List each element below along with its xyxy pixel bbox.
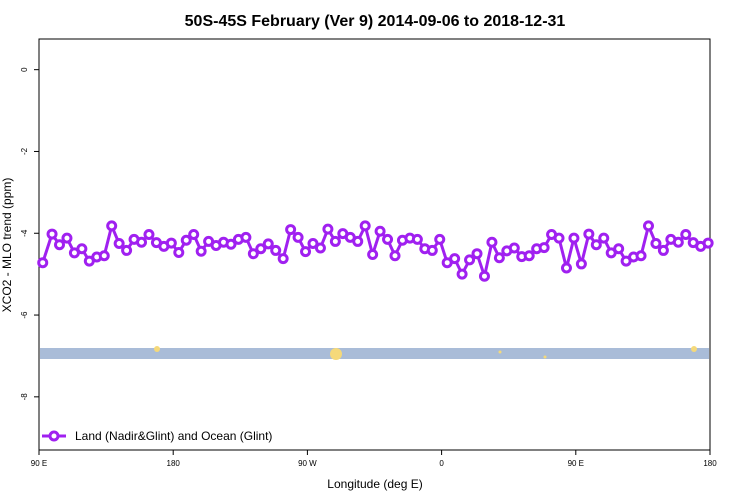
data-point [314,242,326,254]
data-point [635,250,647,262]
data-point [37,257,49,269]
data-point [106,220,118,232]
data-point [76,243,88,255]
data-point [411,233,423,245]
data-point [553,232,565,244]
data-point [143,228,155,240]
data-point [121,244,133,256]
data-point [98,250,110,262]
data-point [672,236,684,248]
observation-band [40,346,709,360]
data-point [382,233,394,245]
data-point [322,223,334,235]
data-point [359,220,371,232]
x-tick-label: 0 [439,459,444,468]
data-point [523,250,535,262]
data-point [374,225,386,237]
coverage-band [40,348,709,359]
legend: Land (Nadir&Glint) and Ocean (Glint) [42,429,272,443]
data-point [277,253,289,265]
data-point [285,224,297,236]
data-point [538,242,550,254]
data-point [389,250,401,262]
x-tick-label: 180 [703,459,717,468]
data-point [590,239,602,251]
data-point [270,244,282,256]
data-series [37,220,714,282]
y-axis: 0 -2 -4 -6 -8 [20,67,39,401]
data-point [471,248,483,260]
data-point [329,235,341,247]
data-point [113,237,125,249]
data-point [61,232,73,244]
data-point [642,220,654,232]
data-point [575,258,587,270]
legend-marker [48,430,60,442]
data-point [136,236,148,248]
data-point [426,244,438,256]
data-point [508,242,520,254]
data-point [702,237,714,249]
sounding-marker [543,355,547,359]
data-point [292,231,304,243]
y-tick-label: 0 [20,67,29,72]
data-point [240,231,252,243]
x-tick-label: 90 W [298,459,317,468]
sounding-marker [691,346,697,352]
data-point [560,262,572,274]
data-point [188,228,200,240]
data-point [464,254,476,266]
chart-title: 50S-45S February (Ver 9) 2014-09-06 to 2… [185,13,566,30]
data-point [54,239,66,251]
data-point [307,237,319,249]
y-tick-label: -2 [20,147,29,155]
y-axis-label: XCO2 - MLO trend (ppm) [0,178,14,313]
data-point [262,238,274,250]
data-point [598,232,610,244]
x-axis: 90 E 180 90 W 0 90 E 180 [31,450,717,468]
data-point [456,268,468,280]
data-point [449,253,461,265]
legend-label: Land (Nadir&Glint) and Ocean (Glint) [75,429,272,443]
x-tick-label: 90 E [31,459,47,468]
sounding-marker [330,348,342,360]
data-point [165,237,177,249]
data-point [195,245,207,257]
data-point [255,243,267,255]
data-point [568,232,580,244]
y-tick-label: -6 [20,311,29,319]
data-point [486,236,498,248]
y-tick-label: -4 [20,229,29,237]
data-point [300,246,312,258]
data-point [180,234,192,246]
data-point [434,233,446,245]
data-point [650,237,662,249]
sounding-marker [498,350,502,354]
data-point [478,270,490,282]
x-tick-label: 180 [167,459,181,468]
data-point [657,244,669,256]
data-point [613,243,625,255]
x-axis-label: Longitude (deg E) [327,477,422,491]
data-point [225,238,237,250]
data-point [352,235,364,247]
sounding-marker [154,346,160,352]
data-point [367,249,379,261]
y-tick-label: -8 [20,393,29,401]
data-point [583,228,595,240]
data-point [493,252,505,264]
data-point [46,228,58,240]
data-point [680,228,692,240]
data-point [173,246,185,258]
x-tick-label: 90 E [568,459,584,468]
data-point [247,248,259,260]
